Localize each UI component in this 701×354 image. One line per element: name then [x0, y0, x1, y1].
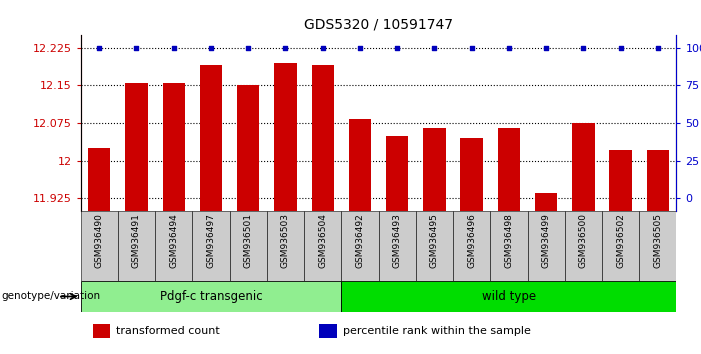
Text: GSM936504: GSM936504 [318, 213, 327, 268]
Title: GDS5320 / 10591747: GDS5320 / 10591747 [304, 17, 453, 32]
Bar [490, 211, 528, 281]
Text: GSM936500: GSM936500 [579, 213, 588, 268]
Bar [267, 211, 304, 281]
Bar [118, 211, 155, 281]
Point [354, 45, 365, 51]
Bar [416, 211, 453, 281]
Text: GSM936503: GSM936503 [281, 213, 290, 268]
Text: GSM936494: GSM936494 [169, 213, 178, 268]
Text: wild type: wild type [482, 290, 536, 303]
Bar [647, 149, 669, 211]
Text: transformed count: transformed count [116, 326, 220, 336]
Text: GSM936491: GSM936491 [132, 213, 141, 268]
Bar [461, 138, 483, 211]
Point [205, 45, 217, 51]
Bar [319, 324, 337, 338]
Bar [192, 211, 230, 281]
Bar [81, 211, 118, 281]
Point [429, 45, 440, 51]
Text: GSM936502: GSM936502 [616, 213, 625, 268]
Bar [565, 211, 602, 281]
Point [317, 45, 328, 51]
Bar [237, 85, 259, 211]
Bar [304, 211, 341, 281]
Text: GSM936495: GSM936495 [430, 213, 439, 268]
Point [503, 45, 515, 51]
Bar [341, 211, 379, 281]
Bar [125, 83, 148, 211]
Bar [81, 281, 341, 312]
Point [168, 45, 179, 51]
Bar [453, 211, 490, 281]
Bar [528, 211, 565, 281]
Text: GSM936492: GSM936492 [355, 213, 365, 268]
Point [94, 45, 105, 51]
Bar [341, 281, 676, 312]
Text: GSM936499: GSM936499 [542, 213, 550, 268]
Point [466, 45, 477, 51]
Text: GSM936501: GSM936501 [244, 213, 252, 268]
Bar [602, 211, 639, 281]
Bar [93, 324, 111, 338]
Bar [609, 149, 632, 211]
Text: GSM936490: GSM936490 [95, 213, 104, 268]
Point [578, 45, 589, 51]
Point [615, 45, 626, 51]
Bar [349, 119, 371, 211]
Text: GSM936505: GSM936505 [653, 213, 662, 268]
Bar [639, 211, 676, 281]
Point [131, 45, 142, 51]
Bar [423, 128, 446, 211]
Text: genotype/variation: genotype/variation [1, 291, 100, 302]
Bar [311, 65, 334, 211]
Bar [379, 211, 416, 281]
Bar [535, 193, 557, 211]
Text: Pdgf-c transgenic: Pdgf-c transgenic [160, 290, 262, 303]
Bar [572, 123, 594, 211]
Text: GSM936498: GSM936498 [505, 213, 513, 268]
Bar [88, 148, 111, 211]
Bar [498, 128, 520, 211]
Text: percentile rank within the sample: percentile rank within the sample [343, 326, 531, 336]
Bar [155, 211, 192, 281]
Text: GSM936497: GSM936497 [207, 213, 215, 268]
Bar [163, 83, 185, 211]
Text: GSM936496: GSM936496 [467, 213, 476, 268]
Bar [230, 211, 267, 281]
Point [280, 45, 291, 51]
Point [392, 45, 403, 51]
Bar [386, 136, 408, 211]
Text: GSM936493: GSM936493 [393, 213, 402, 268]
Bar [200, 65, 222, 211]
Point [243, 45, 254, 51]
Point [652, 45, 663, 51]
Point [540, 45, 552, 51]
Bar [274, 63, 297, 211]
